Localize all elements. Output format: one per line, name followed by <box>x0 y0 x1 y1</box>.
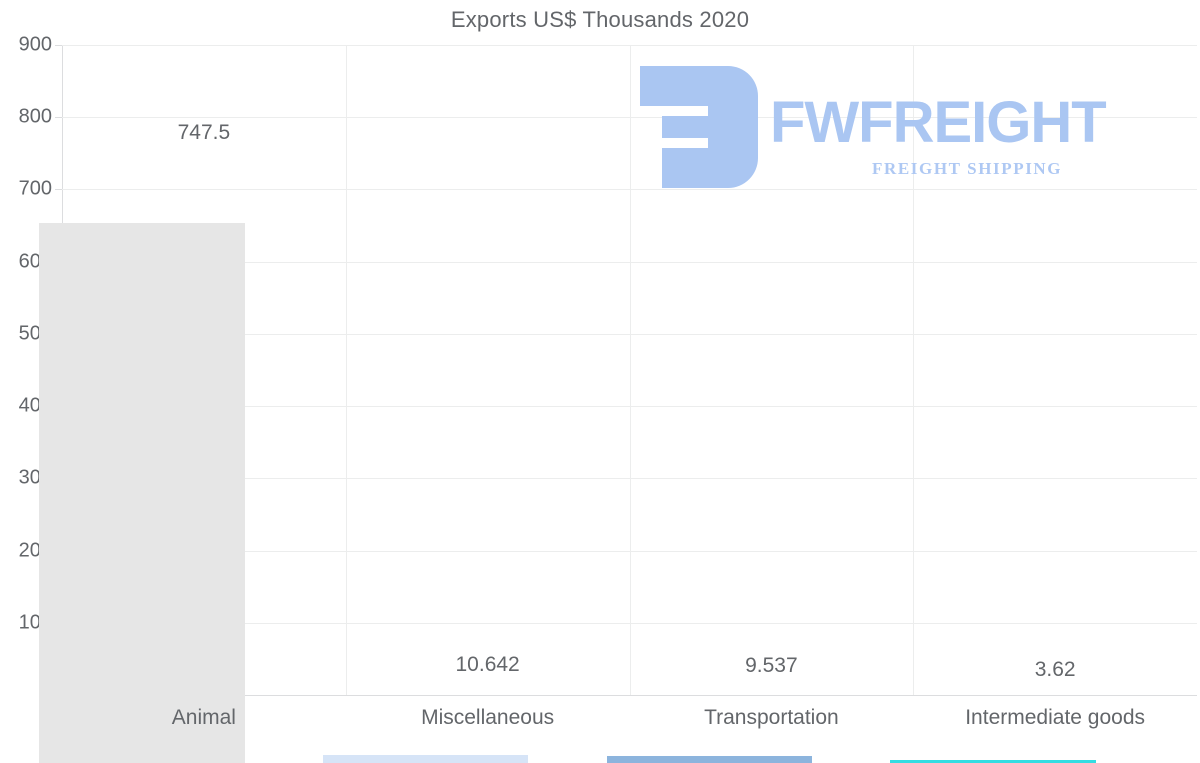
x-tick-label: Intermediate goods <box>965 706 1146 729</box>
gridline-vertical <box>630 45 631 695</box>
bar-intermediate-goods[interactable] <box>890 760 1096 763</box>
y-tick-mark <box>55 45 62 46</box>
x-tick-label: Miscellaneous <box>421 706 555 729</box>
bar-value-label: 3.62 <box>1034 658 1076 681</box>
gridline-horizontal <box>62 406 1197 408</box>
gridline-horizontal <box>62 189 1197 191</box>
gridline-horizontal <box>62 550 1197 552</box>
chart-title: Exports US$ Thousands 2020 <box>450 7 750 32</box>
y-tick-mark <box>55 189 62 191</box>
y-tick-mark <box>55 117 62 119</box>
gridline-horizontal <box>62 45 1197 46</box>
y-tick-label: 900 <box>18 33 52 56</box>
bar-animal[interactable] <box>39 223 245 763</box>
y-tick-label: 700 <box>18 177 52 200</box>
gridline-horizontal <box>62 333 1197 335</box>
bar-value-label: 747.5 <box>177 121 231 145</box>
gridline-horizontal <box>62 117 1197 119</box>
x-tick-label: Animal <box>171 706 236 729</box>
plot-area <box>62 45 1197 696</box>
gridline-horizontal <box>62 478 1197 480</box>
bar-miscellaneous[interactable] <box>322 755 529 763</box>
gridline-horizontal <box>62 695 1197 696</box>
bar-value-label: 10.642 <box>455 653 520 677</box>
bar-transportation[interactable] <box>606 756 813 763</box>
x-tick-label: Transportation <box>704 706 839 729</box>
gridline-horizontal <box>62 622 1197 624</box>
gridline-horizontal <box>62 261 1197 263</box>
y-tick-label: 800 <box>18 105 52 128</box>
gridline-vertical <box>913 45 914 695</box>
gridline-vertical <box>346 45 347 695</box>
bar-value-label: 9.537 <box>745 654 798 678</box>
